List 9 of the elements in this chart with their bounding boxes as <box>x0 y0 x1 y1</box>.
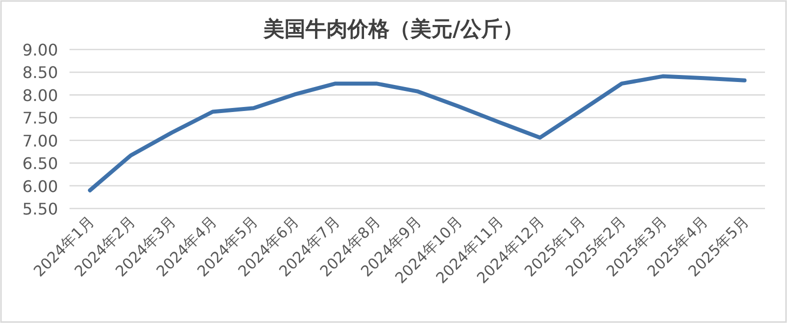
title: 美国牛肉价格（美元/公斤） <box>264 17 524 41</box>
y-tick-label: 5.50 <box>22 200 58 218</box>
y-tick-label: 9.00 <box>22 40 58 60</box>
y-tick-label: 6.50 <box>22 154 58 174</box>
y-tick-label: 6.00 <box>22 176 58 196</box>
y-tick-label: 7.50 <box>22 108 58 128</box>
y-tick-label: 8.00 <box>22 86 58 105</box>
y-tick-label: 7.00 <box>22 131 58 150</box>
y-tick-label: 8.50 <box>22 63 58 82</box>
